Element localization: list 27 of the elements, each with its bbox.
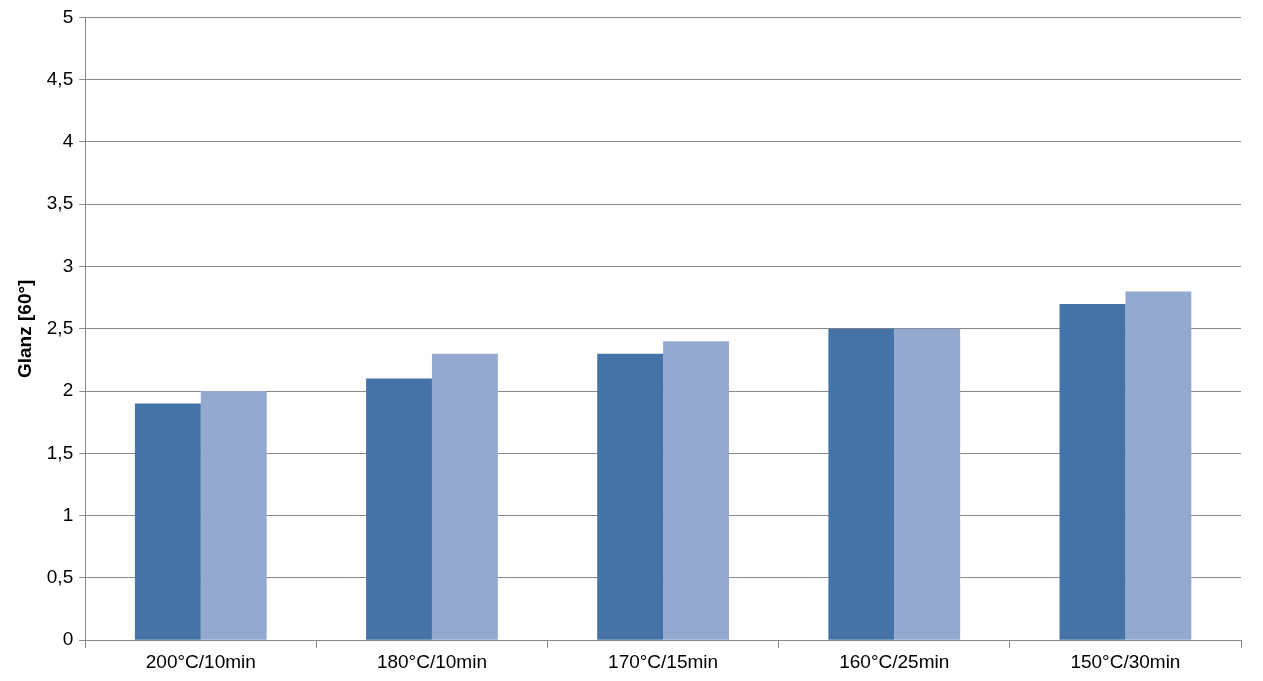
x-tick-label: 160°C/25min bbox=[839, 650, 950, 672]
y-tick-label: 3 bbox=[62, 254, 74, 276]
y-tick-label: 2,5 bbox=[46, 317, 74, 339]
y-tick-label: 5 bbox=[62, 5, 74, 27]
bar bbox=[1059, 303, 1126, 640]
x-tick-label: 180°C/10min bbox=[376, 650, 487, 672]
y-tick-label: 3,5 bbox=[46, 192, 74, 214]
bar bbox=[1125, 291, 1192, 640]
y-tick-label: 1 bbox=[62, 503, 74, 525]
bar bbox=[431, 353, 498, 640]
y-tick-label: 4 bbox=[62, 130, 74, 152]
bar bbox=[597, 353, 664, 640]
y-tick-label: 1,5 bbox=[46, 441, 74, 463]
y-tick-label: 2 bbox=[62, 379, 74, 401]
bar bbox=[366, 378, 432, 640]
x-tick-label: 170°C/15min bbox=[608, 650, 719, 672]
y-tick-label: 0 bbox=[62, 628, 74, 650]
y-axis-title: Glanz [60°] bbox=[13, 279, 35, 378]
bar bbox=[663, 341, 729, 640]
bar bbox=[200, 391, 267, 640]
bar bbox=[894, 328, 961, 640]
bar bbox=[828, 328, 895, 640]
x-tick-label: 200°C/10min bbox=[145, 650, 256, 672]
x-tick-label: 150°C/30min bbox=[1070, 650, 1181, 672]
y-tick-label: 0,5 bbox=[46, 566, 74, 588]
y-tick-label: 4,5 bbox=[46, 67, 74, 89]
bar bbox=[134, 403, 201, 640]
